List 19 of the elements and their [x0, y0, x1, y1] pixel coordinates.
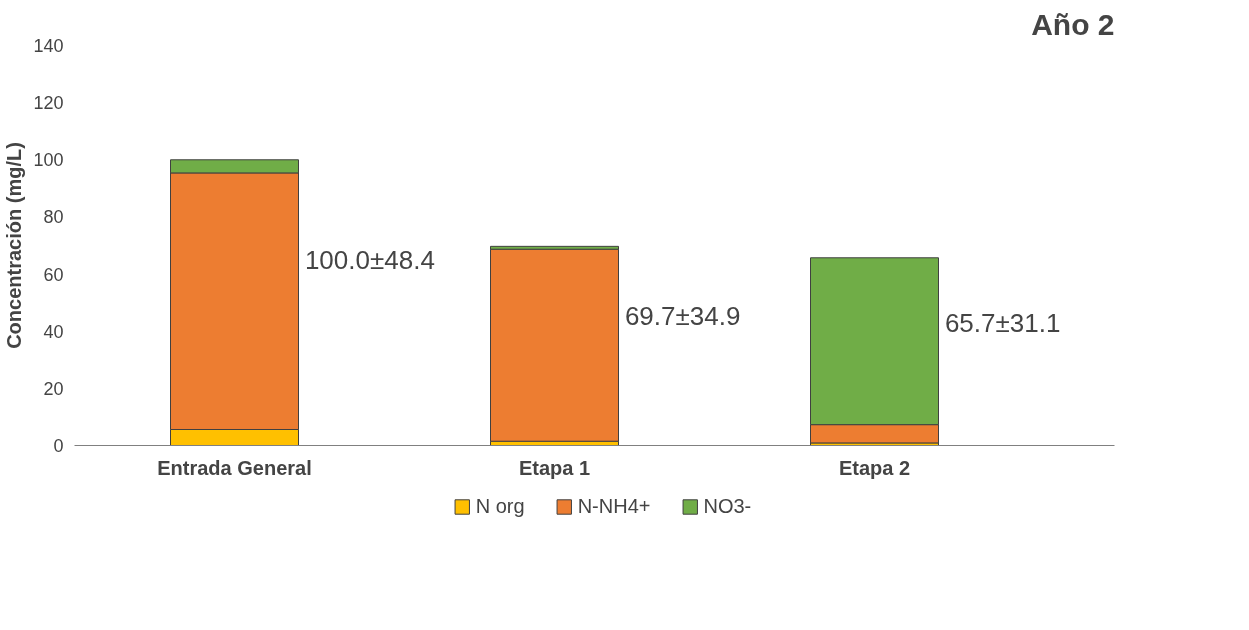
y-tick-label: 120	[33, 93, 64, 114]
y-tick-label: 40	[43, 321, 64, 342]
y-tick-label: 80	[43, 207, 64, 228]
chart-title: Año 2	[1031, 7, 1115, 41]
legend-label: N-NH4+	[577, 494, 651, 518]
x-tick-label: Etapa 2	[838, 456, 911, 479]
annotation: 100.0±48.4	[304, 244, 435, 275]
x-tick-label: Etapa 1	[518, 456, 591, 479]
y-tick-label: 140	[33, 36, 64, 56]
y-tick-label: 100	[33, 150, 64, 171]
y-tick-label: 20	[43, 378, 64, 399]
y-tick-label: 60	[43, 264, 64, 285]
annotation: 69.7±34.9	[624, 301, 741, 332]
y-axis-title: Concentración (mg/L)	[3, 142, 26, 349]
annotation: 65.7±31.1	[944, 308, 1061, 339]
y-tick-label: 0	[53, 436, 64, 456]
legend-label: N org	[475, 494, 525, 518]
legend-label: NO3-	[703, 494, 752, 518]
x-tick-label: Entrada General	[157, 456, 312, 479]
